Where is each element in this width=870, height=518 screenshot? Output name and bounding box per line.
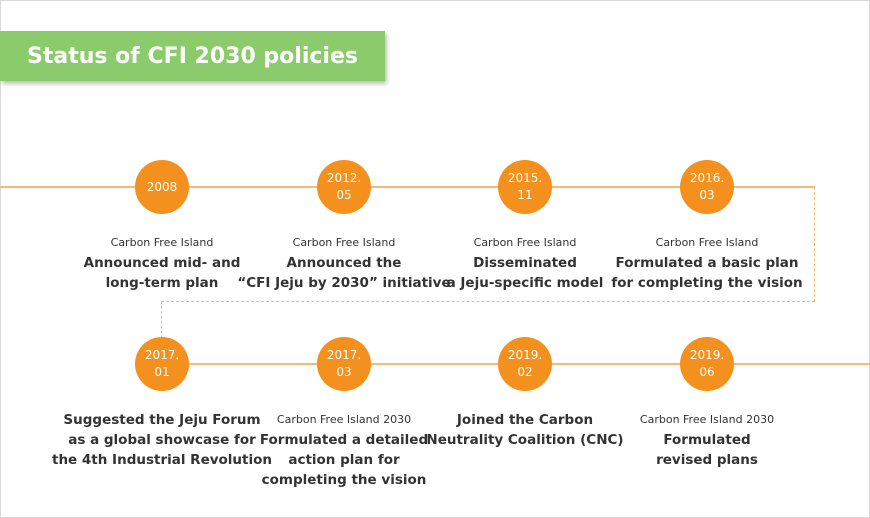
- milestone-node: 2008: [135, 160, 189, 214]
- milestone-text: Joined the Carbon Neutrality Coalition (…: [426, 412, 624, 448]
- milestone-node: 2017. 01: [135, 337, 189, 391]
- milestone-text: Suggested the Jeju Forum as a global sho…: [51, 412, 273, 468]
- milestone-label: Carbon Free Island 2030 Formulated revis…: [592, 413, 822, 470]
- milestone-date: 2019. 02: [507, 348, 543, 379]
- milestone-label: Carbon Free Island Disseminated a Jeju-s…: [410, 236, 640, 293]
- timeline-connector-right: [814, 187, 815, 302]
- milestone-label: Carbon Free Island Announced mid- and lo…: [47, 236, 277, 293]
- milestone-subtitle: Carbon Free Island: [473, 236, 577, 249]
- milestone-date: 2016. 03: [689, 171, 725, 202]
- milestone-text: Formulated a basic plan for completing t…: [611, 255, 803, 291]
- milestone-subtitle: Carbon Free Island 2030: [639, 413, 775, 426]
- milestone-text: Formulated revised plans: [656, 432, 758, 468]
- milestone-node: 2017. 03: [317, 337, 371, 391]
- milestone-label: Carbon Free Island 2030 Formulated a det…: [229, 413, 459, 490]
- milestone-subtitle: Carbon Free Island: [292, 236, 396, 249]
- timeline-connector-middle: [161, 301, 815, 302]
- milestone-text: Announced mid- and long-term plan: [83, 255, 241, 291]
- milestone-subtitle: Carbon Free Island: [655, 236, 759, 249]
- milestone-date: 2015. 11: [507, 171, 543, 202]
- milestone-date: 2017. 01: [144, 348, 180, 379]
- milestone-label: Suggested the Jeju Forum as a global sho…: [42, 410, 282, 470]
- milestone-date: 2019. 06: [689, 348, 725, 379]
- milestone-text: Announced the “CFI Jeju by 2030” initiat…: [237, 255, 451, 291]
- milestone-date: 2008: [146, 179, 178, 194]
- milestone-text: Disseminated a Jeju-specific model: [446, 255, 604, 291]
- page-title: Status of CFI 2030 policies: [0, 31, 385, 81]
- milestone-date: 2012. 05: [326, 171, 362, 202]
- milestone-label: Joined the Carbon Neutrality Coalition (…: [410, 410, 640, 450]
- milestone-label: Carbon Free Island Formulated a basic pl…: [592, 236, 822, 293]
- milestone-label: Carbon Free Island Announced the “CFI Je…: [229, 236, 459, 293]
- milestone-subtitle: Carbon Free Island 2030: [276, 413, 412, 426]
- milestone-node: 2016. 03: [680, 160, 734, 214]
- milestone-text: Formulated a detailed action plan for co…: [259, 432, 429, 488]
- timeline-connector-left: [161, 301, 162, 363]
- milestone-subtitle: Carbon Free Island: [110, 236, 214, 249]
- milestone-node: 2019. 06: [680, 337, 734, 391]
- milestone-node: 2015. 11: [498, 160, 552, 214]
- milestone-node: 2019. 02: [498, 337, 552, 391]
- milestone-date: 2017. 03: [326, 348, 362, 379]
- milestone-node: 2012. 05: [317, 160, 371, 214]
- timeline-row1-line: [0, 186, 815, 188]
